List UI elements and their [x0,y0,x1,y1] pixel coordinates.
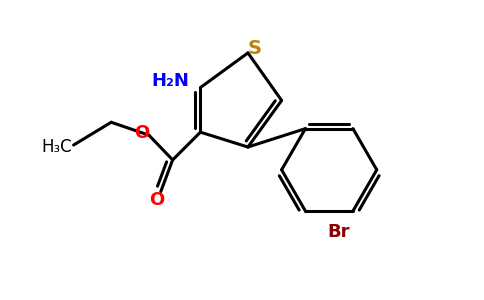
Text: H₃C: H₃C [42,138,72,156]
Text: S: S [248,39,262,58]
Text: O: O [135,124,150,142]
Text: H₂N: H₂N [151,72,190,90]
Text: O: O [149,190,165,208]
Text: Br: Br [328,223,350,241]
